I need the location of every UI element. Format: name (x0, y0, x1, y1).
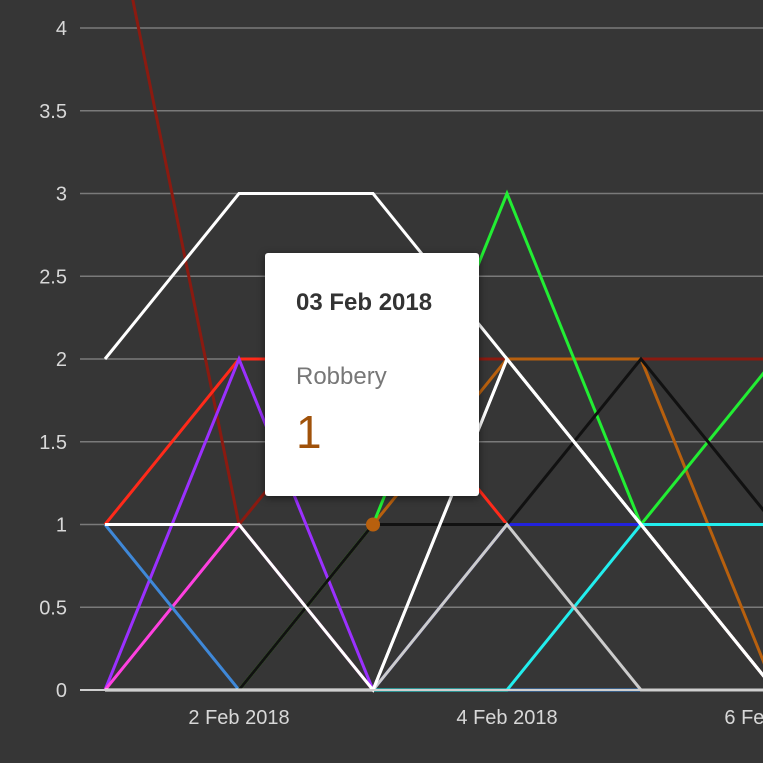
y-tick-label: 1.5 (39, 432, 67, 454)
x-tick-label: 2 Feb 2018 (188, 707, 289, 729)
series-line (105, 356, 763, 693)
y-tick-label: 1 (56, 515, 67, 537)
tooltip-value: 1 (296, 406, 322, 458)
x-axis: 2 Feb 2018 4 Feb 2018 6 Feb 2018 (80, 689, 763, 729)
x-tick-label: 6 Feb 2018 (724, 707, 763, 729)
x-tick-label: 4 Feb 2018 (456, 707, 557, 729)
y-tick-label: 3.5 (39, 101, 67, 123)
y-tick-label: 2.5 (39, 266, 67, 288)
hover-marker-layer (366, 517, 380, 532)
y-tick-label: 2 (56, 349, 67, 371)
y-tick-label: 0.5 (39, 597, 67, 619)
tooltip-series-name: Robbery (296, 363, 387, 390)
hover-point (366, 517, 380, 532)
y-axis: 0 0.5 1 1.5 2 2.5 3 3.5 4 (39, 18, 67, 702)
y-tick-label: 3 (56, 184, 67, 206)
tooltip-date: 03 Feb 2018 (296, 289, 433, 316)
y-tick-label: 0 (56, 680, 67, 702)
y-tick-label: 4 (56, 18, 67, 40)
tooltip: 03 Feb 2018 Robbery 1 (265, 253, 479, 496)
